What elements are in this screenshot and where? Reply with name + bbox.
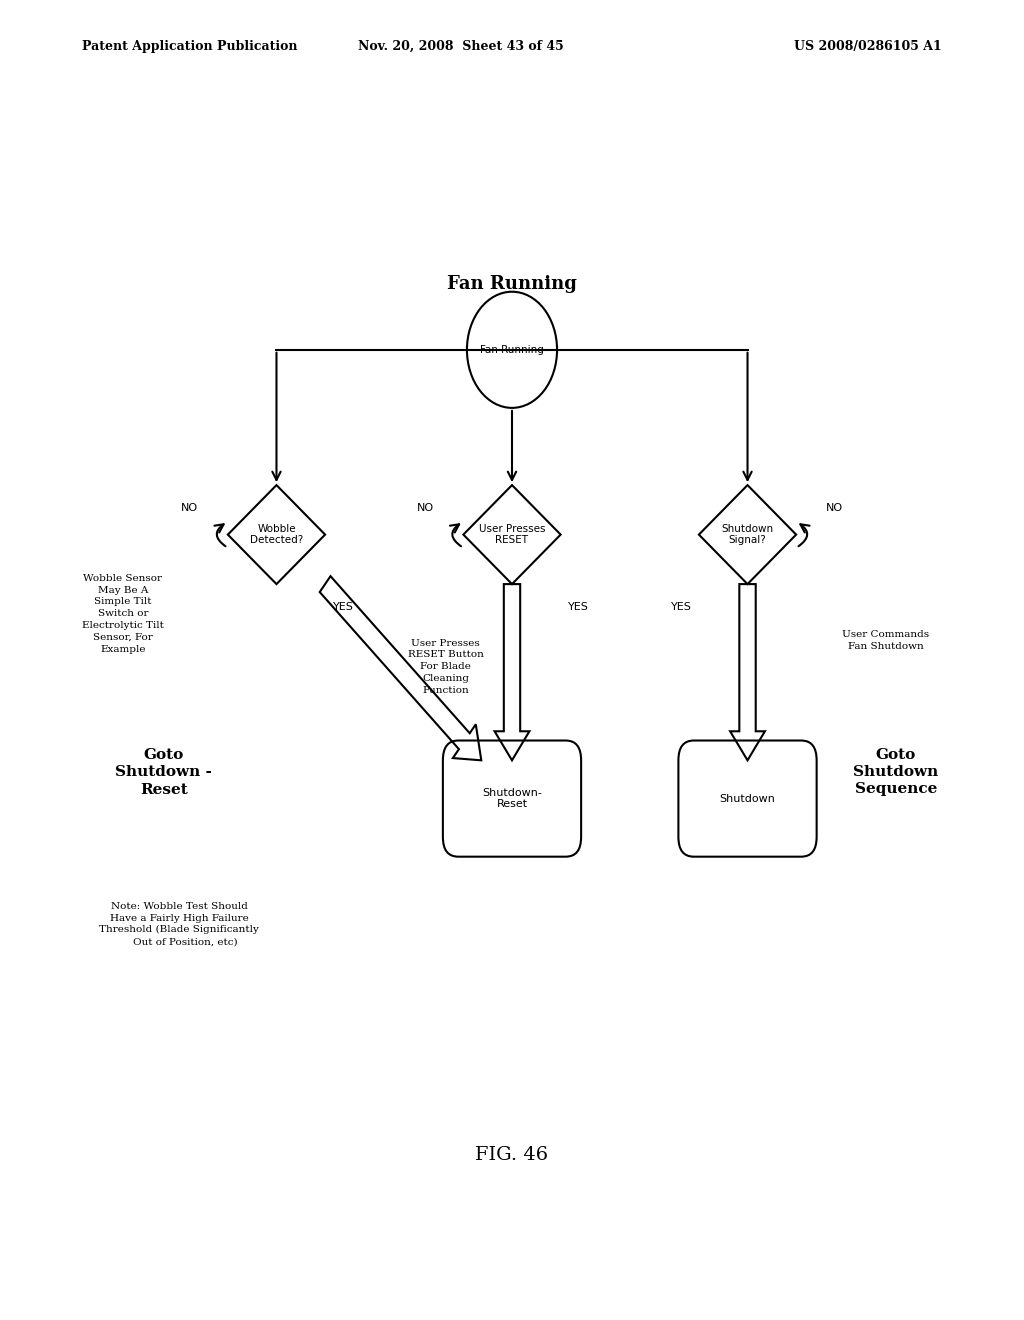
Text: User Commands
Fan Shutdown: User Commands Fan Shutdown xyxy=(842,630,930,651)
Text: Goto
Shutdown
Sequence: Goto Shutdown Sequence xyxy=(853,748,939,796)
Text: Fan Running: Fan Running xyxy=(480,345,544,355)
Text: FIG. 46: FIG. 46 xyxy=(475,1146,549,1164)
Text: Wobble
Detected?: Wobble Detected? xyxy=(250,524,303,545)
Text: YES: YES xyxy=(568,602,589,612)
Text: YES: YES xyxy=(333,602,353,612)
Text: Shutdown
Signal?: Shutdown Signal? xyxy=(722,524,773,545)
Text: Goto
Shutdown -
Reset: Goto Shutdown - Reset xyxy=(116,748,212,796)
Text: US 2008/0286105 A1: US 2008/0286105 A1 xyxy=(795,40,942,53)
Text: Shutdown-
Reset: Shutdown- Reset xyxy=(482,788,542,809)
Text: Fan Running: Fan Running xyxy=(447,275,577,293)
Text: NO: NO xyxy=(826,503,843,513)
Text: Patent Application Publication: Patent Application Publication xyxy=(82,40,297,53)
Text: NO: NO xyxy=(417,503,433,513)
Text: NO: NO xyxy=(181,503,198,513)
Text: User Presses
RESET: User Presses RESET xyxy=(479,524,545,545)
Text: Nov. 20, 2008  Sheet 43 of 45: Nov. 20, 2008 Sheet 43 of 45 xyxy=(358,40,563,53)
Text: YES: YES xyxy=(671,602,691,612)
Text: Shutdown: Shutdown xyxy=(720,793,775,804)
Text: Note: Wobble Test Should
Have a Fairly High Failure
Threshold (Blade Significant: Note: Wobble Test Should Have a Fairly H… xyxy=(99,902,259,946)
Text: Wobble Sensor
May Be A
Simple Tilt
Switch or
Electrolytic Tilt
Sensor, For
Examp: Wobble Sensor May Be A Simple Tilt Switc… xyxy=(82,574,164,653)
Text: User Presses
RESET Button
For Blade
Cleaning
Function: User Presses RESET Button For Blade Clea… xyxy=(408,639,483,694)
